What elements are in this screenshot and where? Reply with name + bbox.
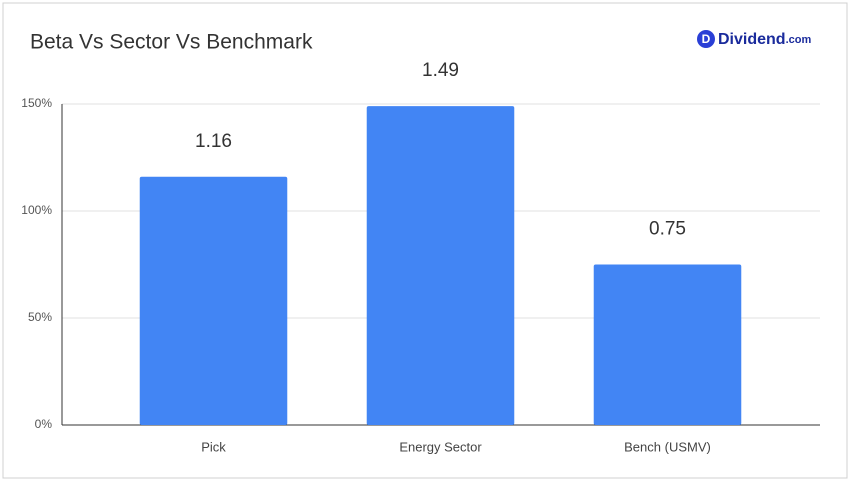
chart-title: Beta Vs Sector Vs Benchmark [30, 31, 313, 54]
x-tick-label: Energy Sector [399, 439, 482, 454]
y-tick-label: 0% [35, 417, 53, 431]
x-tick-label: Pick [201, 439, 226, 454]
y-tick-label: 50% [28, 310, 52, 324]
bar [593, 264, 742, 425]
logo-name: Dividend.com [718, 31, 811, 48]
bar [139, 176, 288, 425]
value-label: 0.75 [649, 219, 686, 240]
value-label: 1.16 [195, 131, 232, 152]
logo-icon: D [702, 32, 711, 46]
y-tick-label: 150% [21, 96, 52, 110]
y-tick-label: 100% [21, 203, 52, 217]
value-label: 1.49 [422, 60, 459, 81]
logo-text: Dividend [718, 31, 786, 48]
x-tick-label: Bench (USMV) [624, 439, 711, 454]
logo-badge [697, 30, 715, 48]
logo-suffix: .com [786, 34, 812, 46]
bar [366, 106, 515, 425]
